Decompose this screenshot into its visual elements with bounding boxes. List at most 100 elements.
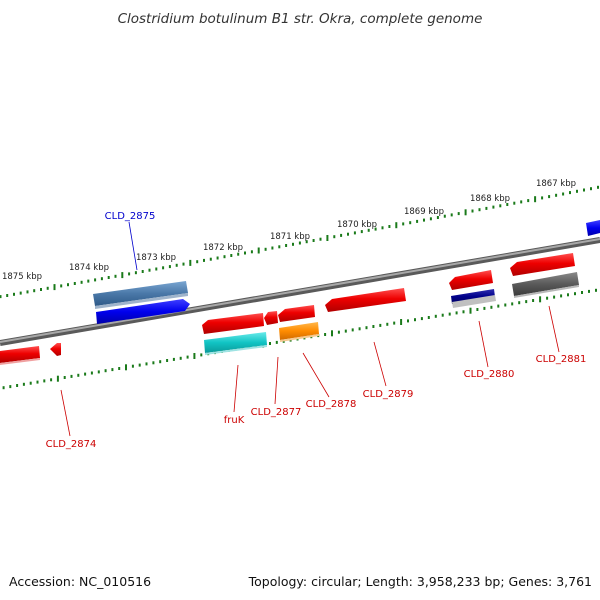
forward-scale-minor-tick (19, 291, 22, 295)
forward-scale-minor-tick (340, 233, 343, 237)
gene-label-cld-2879[interactable]: CLD_2879 (363, 389, 414, 400)
gene-fruk-arrow (202, 313, 264, 334)
reverse-scale-minor-tick (16, 384, 19, 387)
gene-cld-2875[interactable] (93, 281, 190, 324)
scale-label-1871: 1871 kbp (270, 232, 310, 242)
forward-scale-minor-tick (298, 241, 301, 245)
gene-cld-2881[interactable] (510, 253, 579, 298)
forward-scale-minor-tick (128, 272, 131, 276)
forward-scale-minor-tick (374, 227, 377, 231)
reverse-scale-minor-tick (574, 292, 576, 296)
gene-cld-2881-cog-shadow (514, 285, 579, 298)
forward-scale-minor-tick (319, 237, 322, 241)
reverse-scale-minor-tick (179, 356, 182, 360)
reverse-scale-major-tick (539, 296, 542, 303)
forward-scale-major-tick (257, 247, 260, 254)
reverse-scale-minor-tick (97, 370, 100, 374)
forward-scale-major-tick (189, 259, 192, 266)
gene-cld-2874-small-arrow (50, 343, 61, 356)
gene-fruk[interactable] (202, 313, 267, 355)
forward-scale-minor-tick (230, 254, 233, 257)
gene-label-cld-2878[interactable]: CLD_2878 (306, 399, 357, 410)
forward-scale-minor-tick (583, 188, 585, 192)
reverse-scale-minor-tick (118, 367, 121, 370)
reverse-scale-minor-tick (111, 368, 114, 372)
gene-cld-2879[interactable] (325, 288, 406, 312)
gene-cld-2874[interactable] (0, 343, 61, 365)
forward-scale-major-tick (326, 235, 329, 241)
forward-scale-minor-tick (134, 271, 137, 275)
reverse-scale-minor-tick (441, 313, 444, 317)
forward-scale-minor-tick (244, 251, 246, 255)
reverse-scale-minor-tick (420, 317, 423, 321)
accession-text: Accession: NC_010516 (9, 574, 151, 589)
forward-scale-minor-tick (175, 263, 178, 267)
gene-cld-2880-cog-bar (451, 289, 495, 304)
gene-label-cld-2880[interactable]: CLD_2880 (464, 369, 515, 380)
reverse-scale-minor-tick (172, 357, 175, 361)
forward-scale-minor-tick (26, 290, 29, 294)
forward-scale-minor-tick (0, 295, 2, 299)
forward-scale-minor-tick (46, 286, 49, 290)
forward-scale-minor-tick (423, 218, 425, 222)
forward-scale-minor-tick (520, 200, 523, 204)
reverse-scale-major-tick (331, 330, 333, 337)
forward-scale-minor-tick (141, 270, 144, 273)
forward-scale-minor-tick (312, 239, 315, 242)
gene-label-cld-2874[interactable]: CLD_2874 (46, 439, 97, 450)
reverse-scale-minor-tick (337, 330, 340, 334)
gene-label-cld-2875[interactable]: CLD_2875 (105, 211, 156, 222)
reverse-scale-minor-tick (275, 340, 278, 344)
forward-scale-track (0, 185, 599, 299)
forward-scale-minor-tick (506, 203, 509, 206)
forward-scale-minor-tick (541, 196, 544, 200)
forward-scale-minor-tick (402, 222, 405, 226)
reverse-scale-minor-tick (131, 364, 134, 368)
scale-label-1867: 1867 kbp (536, 179, 576, 189)
reverse-scale-minor-tick (90, 371, 93, 375)
leader-cld-2881 (548, 305, 560, 353)
reverse-scale-minor-tick (462, 310, 465, 314)
forward-scale-minor-tick (562, 192, 565, 196)
forward-scale-minor-tick (305, 240, 308, 244)
leader-cld-2877 (274, 356, 279, 405)
forward-scale-minor-tick (148, 268, 151, 272)
reverse-scale-minor-tick (22, 382, 25, 386)
reverse-scale-minor-tick (351, 328, 354, 332)
gene-cld-2877[interactable] (264, 311, 278, 325)
genome-summary-text: Topology: circular; Length: 3,958,233 bp… (248, 574, 592, 589)
reverse-scale-minor-tick (379, 323, 382, 327)
forward-scale-minor-tick (569, 191, 571, 195)
gene-label-fruk[interactable]: fruK (224, 415, 245, 426)
reverse-scale-major-tick (193, 353, 196, 359)
reverse-scale-minor-tick (77, 373, 80, 377)
forward-scale-minor-tick (499, 204, 502, 208)
leader-cld-2874 (60, 389, 71, 437)
forward-scale-minor-tick (114, 274, 117, 278)
gene-cld-2875-arrow (96, 299, 190, 324)
gene-cld-2877-arrow (264, 311, 278, 325)
leader-lines (60, 221, 560, 437)
reverse-scale-minor-tick (324, 333, 327, 336)
gene-cld-2880-cog-shadow (452, 295, 496, 308)
forward-scale-minor-tick (67, 283, 69, 287)
reverse-scale-minor-tick (532, 299, 535, 302)
reverse-scale-minor-tick (344, 329, 347, 333)
gene-label-cld-2881[interactable]: CLD_2881 (536, 354, 587, 365)
forward-scale-minor-tick (33, 289, 36, 293)
forward-scale-minor-tick (555, 193, 558, 197)
reverse-scale-minor-tick (497, 304, 500, 308)
gene-fruk-cog-shadow (205, 345, 267, 355)
reverse-scale-minor-tick (588, 289, 590, 293)
gene-cld-2880[interactable] (449, 270, 496, 308)
scale-label-1869: 1869 kbp (404, 207, 444, 217)
scale-label-1874: 1874 kbp (69, 263, 109, 273)
gene-label-cld-2877[interactable]: CLD_2877 (251, 407, 302, 418)
reverse-scale-minor-tick (159, 360, 162, 364)
gene-cld-2878[interactable] (278, 305, 319, 342)
forward-scale-minor-tick (168, 265, 171, 269)
gene-cld-2881-cog-bar (512, 272, 579, 296)
reverse-scale-minor-tick (553, 295, 556, 299)
forward-scale-minor-tick (223, 255, 226, 259)
